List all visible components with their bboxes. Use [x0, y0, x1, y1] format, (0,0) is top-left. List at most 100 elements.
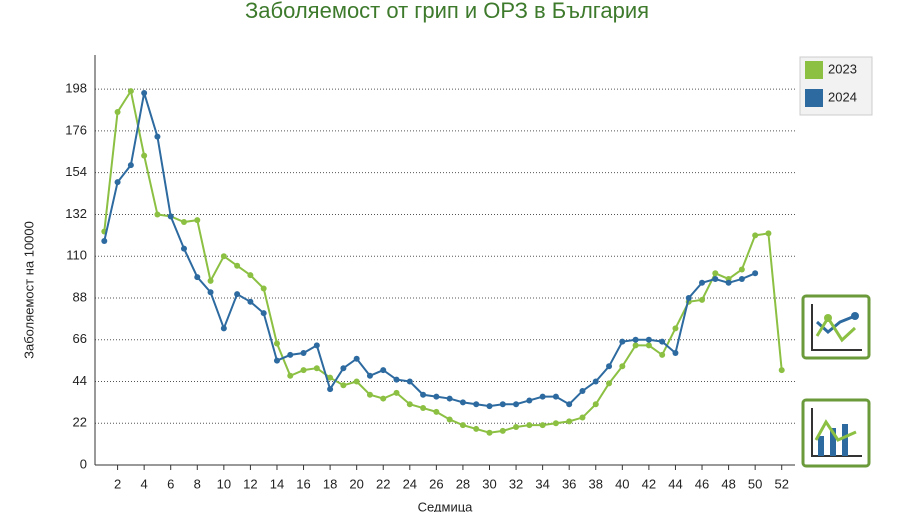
point [446, 416, 453, 423]
y-tick-label: 198 [65, 81, 87, 96]
x-tick-label: 48 [721, 476, 735, 491]
point [486, 429, 493, 436]
point [247, 272, 254, 279]
point [300, 367, 307, 374]
y-tick-label: 44 [73, 373, 87, 388]
point [473, 401, 480, 408]
point [486, 403, 493, 410]
point [499, 401, 506, 408]
point [353, 355, 360, 362]
line-chart-button[interactable] [801, 294, 871, 360]
point [619, 363, 626, 370]
point [579, 387, 586, 394]
point [194, 217, 201, 224]
point [406, 378, 413, 385]
x-tick-label: 28 [456, 476, 470, 491]
y-tick-label: 22 [73, 415, 87, 430]
point [154, 211, 161, 218]
point [473, 425, 480, 432]
x-tick-label: 40 [615, 476, 629, 491]
point [645, 342, 652, 349]
x-tick-label: 22 [376, 476, 390, 491]
point [778, 367, 785, 374]
x-tick-label: 50 [748, 476, 762, 491]
point [340, 365, 347, 372]
point [659, 338, 666, 345]
x-tick-label: 38 [589, 476, 603, 491]
point [765, 230, 772, 237]
point [552, 393, 559, 400]
point [539, 422, 546, 429]
x-tick-label: 16 [296, 476, 310, 491]
point [234, 262, 241, 269]
point [552, 420, 559, 427]
point [433, 393, 440, 400]
y-tick-label: 88 [73, 289, 87, 304]
point [247, 298, 254, 305]
x-tick-label: 30 [482, 476, 496, 491]
x-tick-label: 24 [403, 476, 417, 491]
point [180, 245, 187, 252]
point [260, 310, 267, 317]
point [606, 363, 613, 370]
point [592, 378, 599, 385]
point [287, 351, 294, 358]
point [752, 270, 759, 277]
x-tick-label: 44 [668, 476, 682, 491]
x-tick-label: 18 [323, 476, 337, 491]
point [699, 296, 706, 303]
legend-swatch [805, 61, 823, 79]
point [327, 374, 334, 381]
point [539, 393, 546, 400]
point [393, 376, 400, 383]
point [273, 340, 280, 347]
x-tick-label: 42 [642, 476, 656, 491]
point [579, 414, 586, 421]
point [313, 365, 320, 372]
point [459, 399, 466, 406]
point [685, 294, 692, 301]
point [632, 342, 639, 349]
point [420, 391, 427, 398]
point [566, 401, 573, 408]
point [127, 88, 134, 95]
point [393, 389, 400, 396]
x-tick-label: 52 [774, 476, 788, 491]
point [592, 401, 599, 408]
point [380, 395, 387, 402]
series-line [103, 92, 756, 408]
chart-title: Заболяемост от грип и ОРЗ в България [245, 0, 649, 23]
point [180, 219, 187, 226]
y-tick-label: 132 [65, 206, 87, 221]
point [154, 133, 161, 140]
bar-line-chart-button[interactable] [801, 398, 871, 468]
y-tick-label: 154 [65, 164, 87, 179]
point [234, 291, 241, 298]
point [725, 279, 732, 286]
x-tick-label: 32 [509, 476, 523, 491]
point [101, 238, 108, 245]
x-tick-label: 20 [349, 476, 363, 491]
point [353, 378, 360, 385]
x-axis-label: Седмица [418, 499, 474, 512]
point [672, 325, 679, 332]
point [260, 285, 267, 292]
point [446, 395, 453, 402]
point [513, 424, 520, 431]
point [313, 342, 320, 349]
y-tick-label: 110 [66, 248, 87, 263]
point [287, 372, 294, 379]
x-tick-label: 2 [114, 476, 121, 491]
point [114, 179, 121, 186]
legend-swatch [805, 89, 823, 107]
point [141, 89, 148, 96]
point [606, 380, 613, 387]
x-tick-label: 14 [270, 476, 284, 491]
point [499, 427, 506, 434]
point [619, 338, 626, 345]
legend-label: 2023 [828, 61, 857, 76]
point [114, 108, 121, 115]
point [672, 350, 679, 357]
point [194, 274, 201, 281]
point [433, 408, 440, 415]
